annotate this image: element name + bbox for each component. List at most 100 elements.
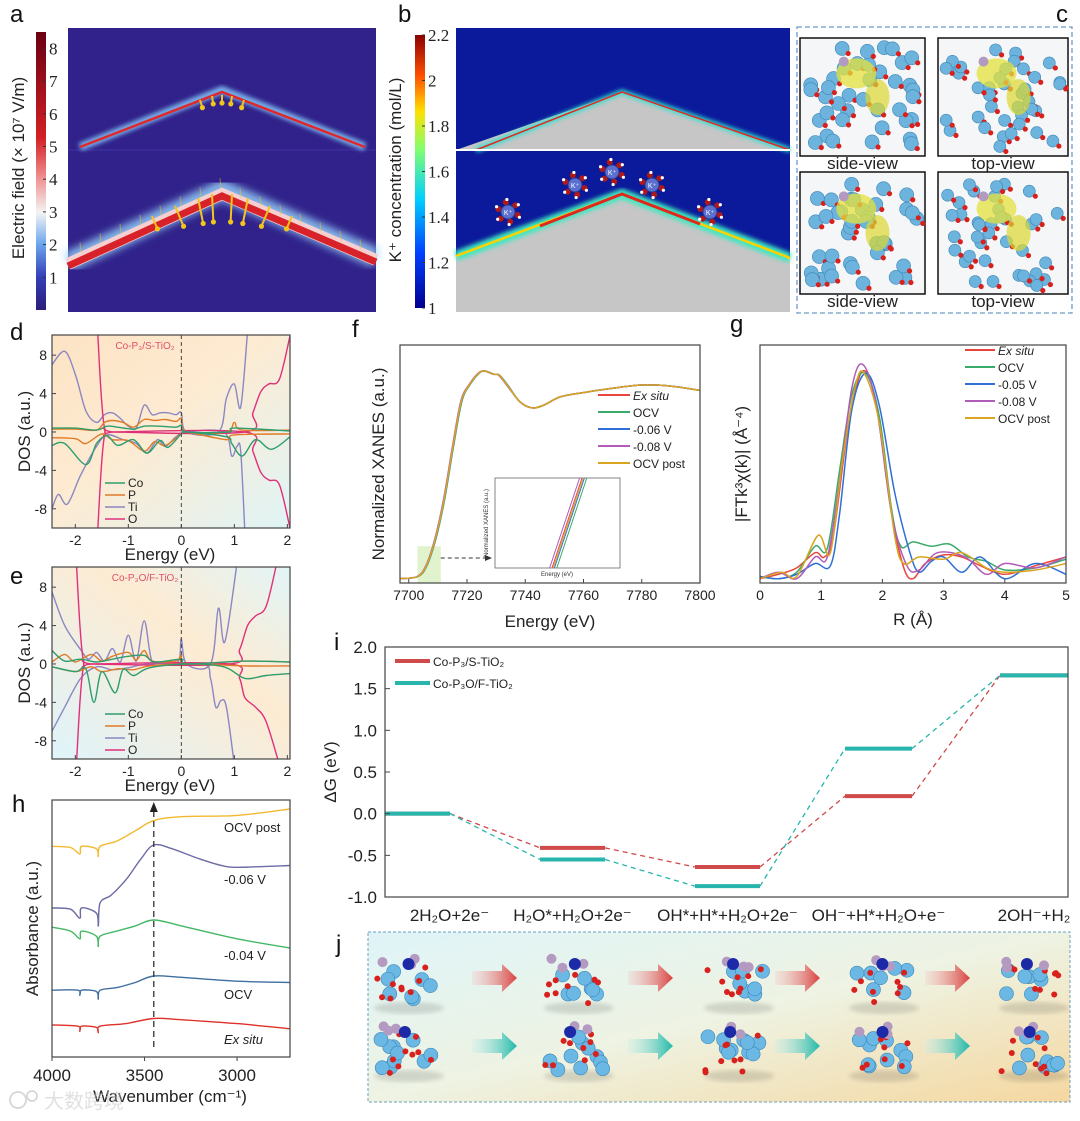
o-atom — [855, 186, 861, 192]
o-atom — [1025, 252, 1032, 259]
structure-view — [799, 171, 926, 295]
field-arrow-faint — [99, 233, 102, 244]
o-atom — [906, 268, 913, 274]
hydrogen-atom — [563, 190, 567, 194]
o-atom — [552, 977, 559, 984]
charge-density-views: side-view top-view side-view top-view — [799, 37, 1069, 311]
o-atom — [1024, 117, 1031, 123]
panel-b: b K⁺ concentration (mol/L) 2.2 2 1.8 1.6 1.4… — [386, 1, 792, 318]
ti-atom — [824, 268, 839, 284]
o-atom — [566, 1040, 573, 1047]
field-arrows — [79, 95, 362, 253]
o-atom — [702, 1069, 709, 1076]
colorbar-b-tick-label: 1 — [428, 299, 437, 318]
dos-line-o-down — [76, 658, 279, 759]
o-atom — [851, 235, 857, 241]
legend-label: -0.06 V — [633, 423, 672, 437]
p-atom — [557, 962, 568, 973]
cyan-step-arrow — [628, 1032, 673, 1060]
k-ion-label: K⁺ — [706, 210, 715, 217]
ti-atom — [563, 1048, 579, 1064]
x-tick-label: -1 — [122, 532, 135, 548]
ti-atom — [1017, 969, 1033, 984]
y-tick-label: 8 — [39, 347, 47, 363]
view-label: side-view — [827, 154, 899, 173]
o-atom — [836, 143, 842, 149]
structure-shadow — [999, 1070, 1069, 1082]
x-tick-label: 3000 — [218, 1066, 256, 1085]
y-tick-label: -0.5 — [348, 846, 377, 865]
hydrated-k-ion: K⁺ — [494, 197, 522, 227]
legend-label: OCV post — [998, 412, 1051, 426]
ti-atom — [873, 970, 888, 986]
panel-label-c: c — [1056, 1, 1068, 28]
legend-label: OCV — [633, 406, 659, 420]
hydrogen-atom — [505, 197, 509, 202]
hydrogen-atom — [621, 175, 626, 179]
p-atom — [838, 191, 849, 202]
field-arrow — [197, 197, 205, 224]
dos-line-ti-up — [52, 335, 248, 437]
energy-connector — [604, 858, 696, 887]
oxygen-atom — [641, 188, 648, 195]
field-arrow-faint — [319, 222, 322, 233]
exafs-line — [760, 372, 1066, 580]
cyan-step-arrow — [925, 1032, 970, 1060]
field-arrow-head — [154, 226, 161, 232]
o-atom — [545, 981, 552, 988]
o-atom — [964, 216, 970, 223]
hydrogen-atom — [638, 178, 643, 182]
o-atom — [1049, 265, 1055, 271]
o-atom — [886, 191, 893, 197]
panel-label-b: b — [398, 1, 411, 28]
field-arrow-faint — [279, 204, 282, 215]
hydrogen-atom — [709, 222, 713, 227]
ti-atom — [577, 971, 592, 986]
o-atom — [867, 969, 874, 976]
colorbar-a-label: Electric field (× 10⁷ V/m) — [9, 77, 28, 259]
ti-atom — [999, 986, 1014, 1001]
inset-line — [553, 477, 585, 569]
legend-label: Ti — [128, 500, 138, 514]
o-atom — [737, 1056, 744, 1063]
x-tick-label: 3500 — [126, 1066, 164, 1085]
o-atom — [955, 217, 961, 223]
o-atom — [1056, 143, 1062, 149]
y-tick-label: 0.5 — [353, 763, 377, 782]
y-tick-label: -8 — [35, 733, 48, 749]
inset-y-label: Normalized XANES (a.u.) — [484, 489, 490, 557]
hydrogen-atom — [661, 188, 666, 192]
p-atom — [735, 1029, 746, 1040]
legend-label: Co-P₃/S-TiO₂ — [433, 655, 504, 669]
ti-atom — [972, 218, 986, 231]
o-atom — [994, 108, 1000, 115]
o-atom — [980, 239, 986, 245]
atomic-structure — [700, 1021, 774, 1082]
p-atom — [1013, 1026, 1024, 1037]
ti-atom — [899, 962, 915, 978]
spectrum-label: Ex situ — [224, 1032, 263, 1047]
o-atom — [853, 229, 859, 235]
field-arrow-head — [228, 219, 234, 225]
cyan-step-arrow — [472, 1032, 517, 1060]
o-atom — [544, 991, 551, 998]
o-atom — [968, 264, 974, 270]
view-label: top-view — [971, 292, 1035, 311]
o-atom — [859, 1064, 866, 1071]
legend-label: O — [128, 512, 137, 526]
x-tick-label: 1 — [230, 763, 238, 779]
o-atom — [1063, 86, 1069, 92]
panel-f: f 7700 7720 7740 7760 7780 7800 Energy (eV) Nor… — [352, 316, 716, 631]
ti-atom — [860, 44, 875, 59]
hydrogen-atom — [611, 182, 615, 187]
o-atom — [1060, 215, 1066, 221]
x-tick-label: 7740 — [510, 587, 541, 603]
ti-atom — [825, 133, 841, 149]
colorbar-a-ticks: 8 7 6 5 4 3 2 1 — [43, 39, 58, 287]
category-label: OH⁻+H*+H₂O+e⁻ — [812, 906, 946, 925]
o-atom — [581, 1057, 588, 1064]
o-atom — [819, 224, 825, 230]
o-atom — [870, 53, 876, 59]
colorbar-a-tick-label: 1 — [49, 268, 58, 287]
legend-label: -0.08 V — [998, 395, 1037, 409]
